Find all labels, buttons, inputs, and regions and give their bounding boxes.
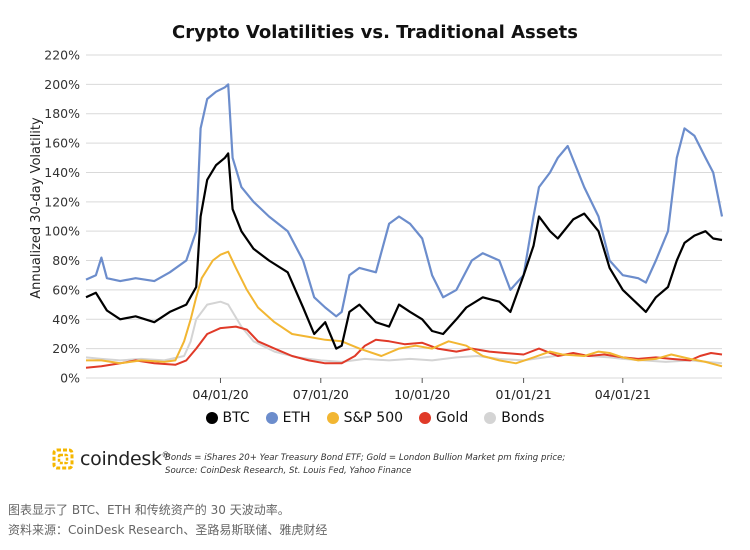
legend-swatch: [326, 412, 339, 424]
y-tick-label: 220%: [44, 48, 80, 63]
caption-description: 图表显示了 BTC、ETH 和传统资产的 30 天波动率。: [8, 503, 290, 517]
grid-lines: [86, 54, 722, 379]
legend-swatch: [265, 412, 278, 424]
series-line-eth: [85, 83, 724, 318]
chart-footnotes: Bonds = iShares 20+ Year Treasury Bond E…: [165, 452, 565, 478]
legend-label: S&P 500: [343, 410, 404, 426]
series-line-btc: [85, 152, 723, 350]
legend-item-bonds: Bonds: [484, 410, 544, 426]
y-tick-label: 80%: [52, 253, 80, 268]
legend-label: Gold: [436, 410, 469, 426]
x-tick-label: 10/01/20: [394, 387, 450, 402]
legend-item-s-p-500: S&P 500: [326, 410, 404, 426]
image-caption: 图表显示了 BTC、ETH 和传统资产的 30 天波动率。 资料来源：CoinD…: [8, 500, 327, 540]
x-tick-label: 01/01/21: [496, 387, 552, 402]
x-tick-labels: 04/01/20 07/01/20 10/01/20 01/01/21 04/01/21: [192, 378, 651, 402]
footnote-source: Source: CoinDesk Research, St. Louis Fed…: [165, 466, 412, 476]
y-tick-label: 40%: [52, 312, 80, 327]
legend-item-btc: BTC: [205, 410, 250, 426]
series-lines: [85, 83, 724, 369]
series-line-bonds: [85, 300, 723, 365]
line-chart: 0% 20% 40% 60% 80% 100% 120% 140% 160% 180% 200% 22…: [29, 48, 724, 402]
y-tick-label: 120%: [44, 194, 80, 209]
y-tick-label: 60%: [52, 282, 80, 297]
chart-title: Crypto Volatilities vs. Traditional Asse…: [171, 22, 578, 43]
y-tick-label: 160%: [44, 136, 80, 151]
x-tick-label: 04/01/20: [192, 387, 248, 402]
caption-source: 资料来源：CoinDesk Research、圣路易斯联储、雅虎财经: [8, 523, 328, 537]
legend-item-eth: ETH: [265, 410, 311, 426]
coindesk-logo-icon: [52, 448, 74, 470]
y-tick-label: 180%: [44, 106, 80, 121]
coindesk-logo: coindesk®: [52, 448, 170, 470]
y-tick-labels: 0% 20% 40% 60% 80% 100% 120% 140% 160% 180% 200% 22…: [44, 48, 80, 386]
chart-card: Crypto Volatilities vs. Traditional Asse…: [0, 22, 750, 478]
y-tick-label: 200%: [44, 77, 80, 92]
coindesk-wordmark: coindesk®: [80, 448, 170, 470]
x-tick-label: 04/01/21: [595, 387, 651, 402]
footnote-bonds-gold: Bonds = iShares 20+ Year Treasury Bond E…: [165, 453, 566, 463]
legend-label: BTC: [222, 410, 250, 426]
x-tick-label: 07/01/20: [293, 387, 349, 402]
legend: BTC ETH S&P 500 Gold Bonds: [0, 410, 750, 426]
y-tick-label: 140%: [44, 165, 80, 180]
legend-label: ETH: [282, 410, 311, 426]
legend-swatch: [205, 412, 218, 424]
legend-item-gold: Gold: [419, 410, 468, 426]
legend-label: Bonds: [501, 410, 545, 426]
legend-swatch: [484, 412, 497, 424]
y-tick-label: 20%: [52, 341, 80, 356]
y-tick-label: 100%: [44, 224, 80, 239]
y-tick-label: 0%: [60, 371, 80, 386]
y-axis-label: Annualized 30-day Volatility: [29, 117, 44, 299]
legend-swatch: [419, 412, 432, 424]
series-line-s-p-500: [86, 250, 723, 368]
